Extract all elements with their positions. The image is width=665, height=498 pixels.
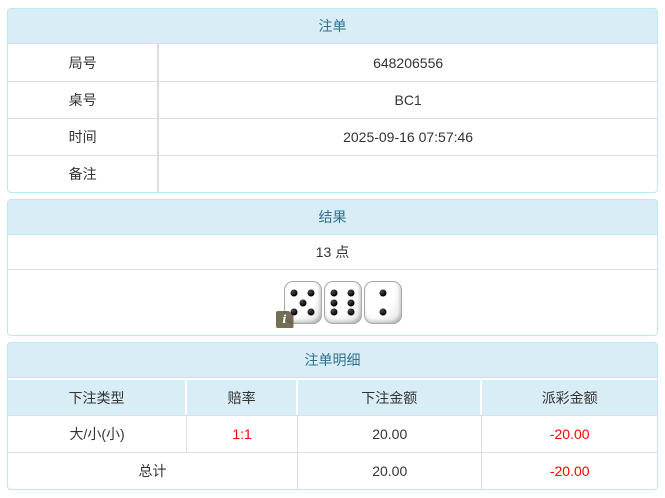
dice-images: i (275, 281, 402, 328)
total-payout-amount: -20.00 (549, 463, 590, 479)
time-label: 时间 (8, 119, 160, 155)
points-value: 13 点 (315, 244, 350, 260)
remark-label: 备注 (8, 156, 160, 192)
table-id-label: 桌号 (8, 82, 160, 118)
die-pip (307, 308, 315, 316)
result-panel-title: 结果 (8, 200, 657, 235)
points-row: 13 点 (8, 235, 657, 269)
total-row: 总计 20.00 -20.00 (8, 452, 657, 489)
die-pip (330, 299, 338, 306)
column-header-bet-amount: 下注金额 (298, 380, 483, 415)
die-pip (290, 289, 298, 297)
column-header-bet-type: 下注类型 (8, 380, 188, 415)
table-row: 局号 648206556 (8, 44, 657, 81)
round-id-value: 648206556 (373, 54, 444, 71)
column-header-odds: 赔率 (187, 380, 299, 415)
total-bet-amount: 20.00 (298, 453, 483, 489)
detail-panel-title: 注单明细 (8, 343, 657, 378)
table-row: 备注 (8, 155, 657, 192)
die-5: i (275, 281, 322, 328)
table-row: 时间 2025-09-16 07:57:46 (8, 118, 657, 155)
column-header-payout-amount: 派彩金额 (541, 389, 598, 406)
die-pip (290, 308, 298, 316)
detail-header-row: 下注类型 赔率 下注金额 派彩金额 (8, 378, 657, 415)
round-id-label: 局号 (8, 44, 160, 81)
die-pip (307, 289, 315, 297)
result-panel: 结果 13 点 i (7, 199, 658, 336)
die-pip (347, 289, 355, 297)
time-value: 2025-09-16 07:57:46 (343, 129, 474, 145)
die-pip (330, 289, 338, 297)
bet-panel: 注单 局号 648206556 桌号 BC1 时间 2025-09-16 07:… (7, 8, 658, 193)
die-pip (347, 308, 355, 316)
table-row: 桌号 BC1 (8, 81, 657, 118)
table-id-value: BC1 (394, 92, 422, 108)
die-pip (379, 308, 386, 316)
detail-row: 大/小(小) 1:1 20.00 -20.00 (8, 415, 657, 452)
detail-panel: 注单明细 下注类型 赔率 下注金额 派彩金额 大/小(小) 1:1 20.00 … (7, 342, 658, 490)
die-pip (379, 289, 386, 297)
die-pip (330, 308, 338, 316)
total-label: 总计 (8, 453, 299, 489)
bet-type-value: 大/小(小) (8, 416, 188, 452)
die-pip (347, 299, 355, 306)
odds-value: 1:1 (187, 416, 299, 452)
die-pip (299, 299, 306, 306)
info-icon[interactable]: i (275, 311, 294, 328)
die-2 (363, 281, 402, 324)
bet-panel-title: 注单 (8, 9, 657, 44)
die-6 (323, 281, 362, 324)
remark-value (159, 156, 657, 192)
dice-row: i (8, 269, 657, 335)
bet-amount-value: 20.00 (298, 416, 483, 452)
payout-amount-value: -20.00 (549, 426, 590, 442)
